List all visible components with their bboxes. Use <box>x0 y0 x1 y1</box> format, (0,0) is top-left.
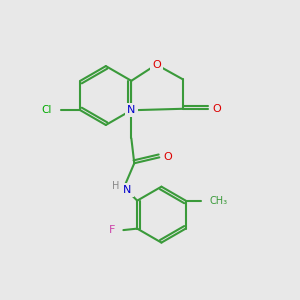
Text: O: O <box>212 104 221 114</box>
Text: Cl: Cl <box>42 105 52 115</box>
Text: H: H <box>112 181 119 191</box>
Text: N: N <box>123 185 132 195</box>
Text: F: F <box>108 225 115 235</box>
Text: O: O <box>164 152 172 162</box>
Text: O: O <box>152 60 161 70</box>
Text: N: N <box>127 105 136 115</box>
Text: CH₃: CH₃ <box>210 196 228 206</box>
